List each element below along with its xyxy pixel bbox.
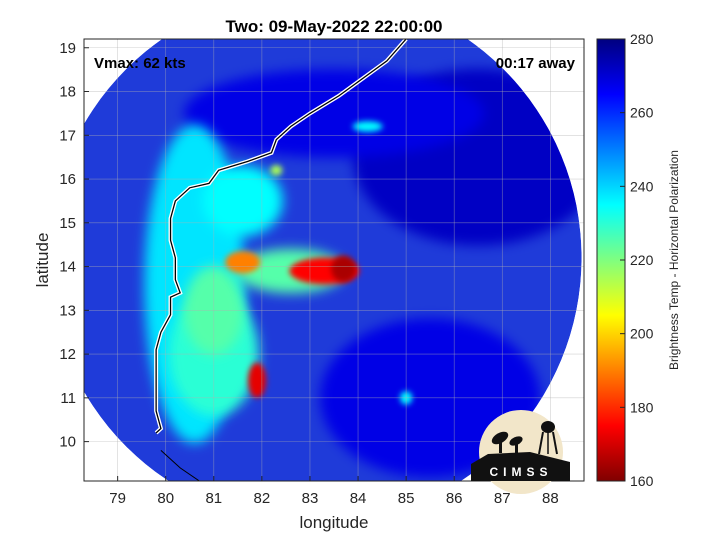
y-tick-label: 14 xyxy=(59,259,76,276)
y-tick-label: 13 xyxy=(59,302,76,319)
x-tick-label: 84 xyxy=(350,490,367,507)
water-tower-icon xyxy=(538,421,558,455)
x-tick-label: 87 xyxy=(494,490,511,507)
coastline xyxy=(155,39,407,434)
ne-streak xyxy=(352,121,383,132)
y-tick-label: 16 xyxy=(59,171,76,188)
colorbar-tick-label: 220 xyxy=(630,252,654,268)
colorbar-tick-label: 160 xyxy=(630,473,654,489)
logo-ground xyxy=(471,452,570,481)
y-tick-label: 10 xyxy=(59,434,76,451)
x-tick-label: 88 xyxy=(542,490,559,507)
north-cell xyxy=(202,165,283,237)
gridlines xyxy=(84,39,584,481)
x-tick-label: 83 xyxy=(302,490,319,507)
small-cell xyxy=(270,164,283,176)
colorbar-tick-label: 260 xyxy=(630,105,654,121)
x-tick-label: 82 xyxy=(254,490,271,507)
y-axis-label: latitude xyxy=(33,233,52,288)
colorbar-label: Brightness Temp - Horizontal Polarizatio… xyxy=(667,150,681,370)
cold-region-n xyxy=(184,69,484,158)
x-tick-label: 86 xyxy=(446,490,463,507)
y-tick-label: 17 xyxy=(59,127,76,144)
south-band xyxy=(248,362,267,399)
eyewall-core xyxy=(331,255,357,283)
colorbar-tick-label: 200 xyxy=(630,326,654,342)
x-ticks: 79 80 81 82 83 84 85 86 87 88 xyxy=(109,476,559,507)
sri-lanka-outline xyxy=(160,449,200,481)
x-tick-label: 81 xyxy=(205,490,222,507)
y-tick-label: 19 xyxy=(59,40,76,57)
swath xyxy=(84,39,582,481)
x-tick-label: 85 xyxy=(398,490,415,507)
axes-box xyxy=(83,38,585,482)
x-tick-label: 79 xyxy=(109,490,126,507)
y-tick-label: 15 xyxy=(59,215,76,232)
y-tick-label: 12 xyxy=(59,346,76,363)
colorbar-ticks: 160 180 200 220 240 260 280 xyxy=(620,31,654,489)
x-axis-label: longitude xyxy=(299,513,368,532)
west-band xyxy=(225,251,261,274)
logo-text: CIMSS xyxy=(489,465,552,479)
time-offset-annotation: 00:17 away xyxy=(496,55,576,72)
colorbar-tick-label: 180 xyxy=(630,399,654,415)
y-tick-label: 11 xyxy=(60,390,76,407)
vmax-annotation: Vmax: 62 kts xyxy=(94,55,186,72)
satellite-dish-icon xyxy=(491,431,523,453)
chart-title: Two: 09-May-2022 22:00:00 xyxy=(225,17,442,36)
colorbar-tick-label: 240 xyxy=(630,178,654,194)
cimss-logo: CIMSS xyxy=(471,410,570,494)
colorbar-tick-label: 280 xyxy=(630,31,654,47)
y-tick-label: 18 xyxy=(59,84,76,101)
y-ticks: 10 11 12 13 14 15 16 17 18 19 xyxy=(59,40,89,451)
colorbar: 160 180 200 220 240 260 280 Brightness Temp - … xyxy=(596,31,681,489)
x-tick-label: 80 xyxy=(157,490,174,507)
